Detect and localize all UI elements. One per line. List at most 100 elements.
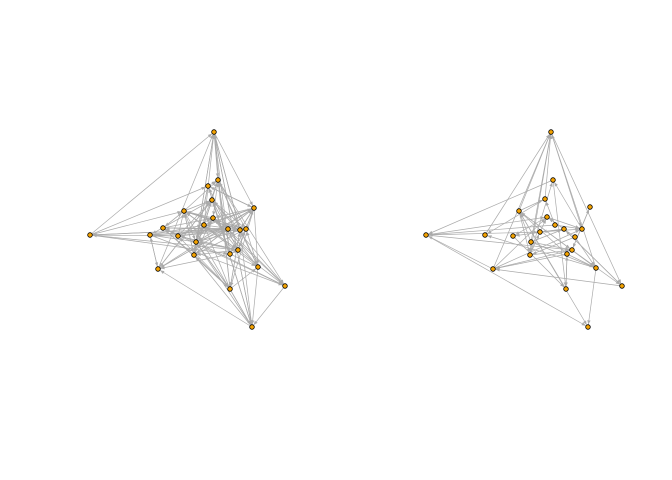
edge <box>587 267 597 328</box>
edge <box>162 227 195 256</box>
edge <box>193 217 214 256</box>
node <box>548 129 554 135</box>
node <box>569 247 575 253</box>
edge <box>227 228 259 268</box>
node <box>160 225 166 231</box>
edge <box>213 131 255 209</box>
node <box>191 252 197 258</box>
node <box>227 251 233 257</box>
edge <box>425 216 548 236</box>
edge <box>217 179 231 290</box>
edge <box>544 198 556 226</box>
edge <box>89 234 231 255</box>
edge <box>217 179 247 230</box>
edge <box>149 234 286 287</box>
node <box>527 252 533 258</box>
node <box>585 324 591 330</box>
edge <box>89 131 215 236</box>
edge <box>229 229 241 290</box>
edge <box>177 210 185 237</box>
edge <box>518 210 568 255</box>
edge <box>530 241 573 251</box>
edge <box>157 131 215 270</box>
edge <box>229 253 259 268</box>
edge <box>203 224 231 290</box>
edge <box>195 241 231 290</box>
edge <box>512 235 567 290</box>
edge <box>183 210 195 256</box>
node <box>201 222 207 228</box>
edge <box>149 224 205 236</box>
node <box>249 324 255 330</box>
node <box>255 264 261 270</box>
node <box>235 247 241 253</box>
edge <box>251 285 286 328</box>
edge <box>213 131 241 231</box>
edge <box>157 253 231 270</box>
edge <box>229 288 253 328</box>
edge <box>518 210 567 290</box>
edge <box>518 198 546 212</box>
node <box>423 232 429 238</box>
edge <box>492 228 583 270</box>
node <box>215 177 221 183</box>
node <box>210 215 216 221</box>
edge <box>552 179 583 230</box>
edge <box>425 234 589 328</box>
edge <box>550 131 597 269</box>
node <box>544 214 550 220</box>
edge <box>425 179 554 236</box>
edge <box>492 216 548 270</box>
node <box>181 208 187 214</box>
edge <box>518 210 597 269</box>
edge <box>183 179 219 212</box>
edge <box>213 131 253 328</box>
node <box>563 286 569 292</box>
nodes <box>423 129 625 330</box>
edge <box>239 229 259 268</box>
edge <box>554 224 583 230</box>
edge <box>566 253 597 269</box>
edge <box>195 241 253 328</box>
edge <box>217 179 286 287</box>
edge <box>193 224 205 256</box>
edge <box>492 253 568 270</box>
node <box>482 232 488 238</box>
edge <box>425 224 556 237</box>
edge <box>492 268 623 287</box>
edge <box>157 207 255 270</box>
node <box>237 227 243 233</box>
node <box>225 226 231 232</box>
edge <box>492 131 552 270</box>
edge <box>539 228 565 233</box>
edge <box>203 131 215 226</box>
node <box>251 205 257 211</box>
edge <box>546 216 576 238</box>
node <box>282 283 288 289</box>
node <box>243 226 249 232</box>
edge <box>157 268 253 328</box>
edge <box>552 179 567 290</box>
edge <box>203 224 239 251</box>
edge <box>193 249 239 256</box>
node <box>542 196 548 202</box>
edge <box>211 199 286 287</box>
edge <box>183 210 259 268</box>
node <box>528 239 534 245</box>
edge <box>529 179 554 256</box>
node <box>550 177 556 183</box>
node <box>593 265 599 271</box>
edge <box>492 249 573 270</box>
node <box>490 266 496 272</box>
node <box>87 232 93 238</box>
edge <box>89 233 179 237</box>
node <box>147 232 153 238</box>
edge <box>529 231 541 256</box>
edge <box>484 131 552 236</box>
node <box>564 251 570 257</box>
node <box>572 234 578 240</box>
edge <box>89 210 185 236</box>
edge <box>245 228 259 268</box>
